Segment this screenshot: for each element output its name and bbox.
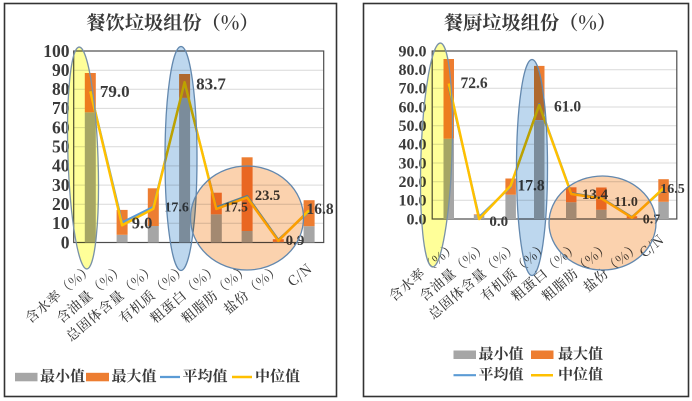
- svg-text:70.0: 70.0: [399, 81, 427, 98]
- svg-text:90.0: 90.0: [399, 43, 427, 60]
- svg-text:10.0: 10.0: [399, 193, 427, 210]
- svg-text:0.0: 0.0: [489, 214, 508, 230]
- svg-text:61.0: 61.0: [554, 99, 581, 116]
- svg-text:10: 10: [52, 213, 70, 233]
- svg-text:0: 0: [61, 232, 70, 252]
- svg-text:79.0: 79.0: [100, 82, 130, 101]
- svg-text:80.0: 80.0: [399, 62, 427, 79]
- svg-text:16.8: 16.8: [306, 201, 333, 218]
- svg-text:20: 20: [52, 194, 70, 214]
- svg-text:40.0: 40.0: [399, 137, 427, 154]
- svg-text:83.7: 83.7: [196, 75, 226, 94]
- svg-text:50: 50: [52, 137, 70, 157]
- svg-text:72.6: 72.6: [460, 75, 487, 92]
- svg-text:9.0: 9.0: [132, 213, 153, 232]
- svg-text:50.0: 50.0: [399, 118, 427, 135]
- svg-text:70: 70: [52, 98, 70, 118]
- svg-text:60: 60: [52, 117, 70, 137]
- svg-text:30: 30: [52, 175, 70, 195]
- svg-text:80: 80: [52, 79, 70, 99]
- svg-text:30.0: 30.0: [399, 155, 427, 172]
- svg-text:16.5: 16.5: [660, 182, 685, 197]
- svg-text:90: 90: [52, 60, 70, 80]
- svg-text:100: 100: [43, 41, 70, 61]
- svg-text:20.0: 20.0: [399, 174, 427, 191]
- svg-text:40: 40: [52, 156, 70, 176]
- svg-text:60.0: 60.0: [399, 99, 427, 116]
